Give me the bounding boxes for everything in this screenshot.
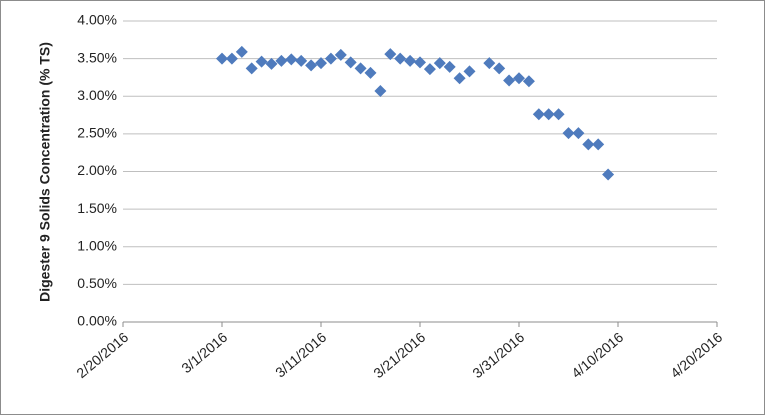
point: [394, 52, 407, 65]
point: [453, 72, 466, 85]
point: [275, 54, 288, 67]
point: [414, 56, 426, 69]
point: [364, 66, 377, 79]
point: [235, 45, 248, 58]
point: [334, 48, 347, 61]
point: [572, 127, 585, 140]
point: [552, 108, 565, 121]
point: [324, 52, 337, 65]
point: [285, 53, 298, 66]
point: [245, 62, 258, 75]
point: [216, 52, 228, 65]
point: [255, 55, 268, 68]
y-tick-label: 2.00%: [77, 162, 117, 178]
y-tick-label: 4.00%: [77, 12, 117, 28]
y-tick-label: 1.00%: [77, 237, 117, 253]
point: [344, 56, 357, 69]
y-tick-label: 3.00%: [77, 87, 117, 103]
point: [522, 75, 535, 88]
point: [493, 62, 506, 75]
point: [443, 60, 456, 73]
y-tick-label: 0.50%: [77, 275, 117, 291]
point: [433, 57, 446, 70]
point: [532, 108, 545, 121]
point: [384, 48, 397, 61]
point: [305, 59, 318, 72]
point: [295, 54, 308, 67]
y-tick-label: 1.50%: [77, 200, 117, 216]
point: [354, 62, 367, 75]
point: [513, 72, 525, 85]
y-tick-label: 2.50%: [77, 125, 117, 141]
point: [582, 138, 595, 151]
point: [374, 84, 387, 97]
point: [562, 127, 575, 140]
point: [602, 168, 615, 181]
point: [463, 65, 476, 78]
point: [592, 138, 605, 151]
y-tick-label: 3.50%: [77, 49, 117, 65]
point: [225, 52, 238, 65]
y-axis-label: Digester 9 Solids Concentration (% TS): [37, 42, 53, 302]
point: [503, 74, 516, 87]
point: [315, 57, 327, 70]
y-tick-label: 0.00%: [77, 313, 117, 329]
point: [265, 57, 278, 70]
point: [423, 63, 436, 76]
point: [542, 108, 555, 121]
point: [483, 57, 496, 70]
point: [404, 54, 417, 67]
